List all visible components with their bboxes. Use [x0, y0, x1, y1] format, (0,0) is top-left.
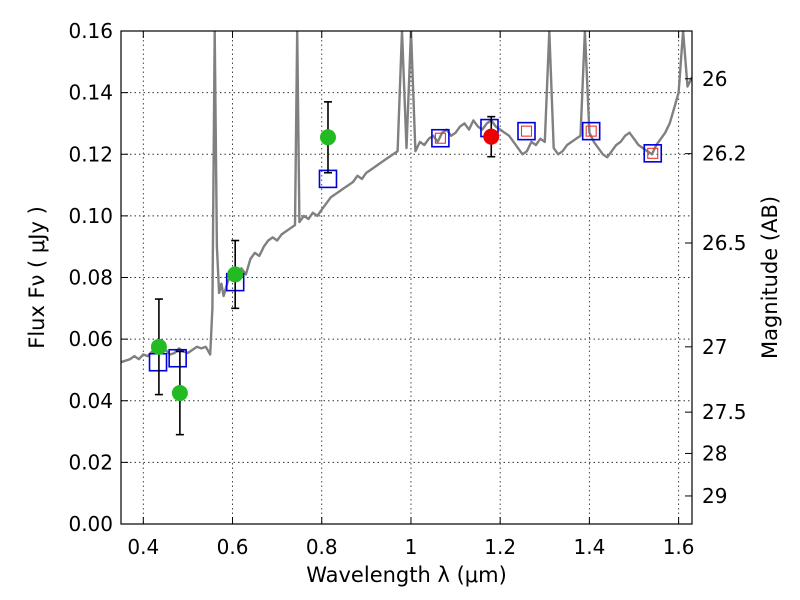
model-box-inner: [434, 132, 446, 144]
right-tick-label: 28: [702, 441, 727, 465]
y-tick-label: 0.08: [68, 266, 113, 290]
right-tick-label: 26.5: [702, 231, 747, 255]
model-box: [581, 121, 601, 141]
model-box: [168, 348, 187, 368]
right-tick-label: 27: [702, 335, 727, 359]
y-tick-label: 0.04: [68, 389, 113, 413]
y-tick-label: 0.02: [68, 450, 113, 474]
x-tick-label: 1.2: [484, 535, 516, 559]
model-box-inner: [647, 147, 659, 159]
photometry-point: [150, 338, 167, 355]
marks-layer: [148, 101, 663, 436]
model-box-inner: [585, 125, 597, 137]
x-tick-label: 1: [405, 535, 418, 559]
y-tick-label: 0.00: [68, 512, 113, 536]
right-tick-label: 27.5: [702, 400, 747, 424]
spectrum-line: [121, 31, 692, 364]
x-tick-label: 0.6: [217, 535, 249, 559]
y-tick-label: 0.10: [68, 204, 113, 228]
model-box: [431, 128, 450, 148]
right-tick-label: 29: [702, 484, 727, 508]
model-box: [517, 121, 536, 141]
photometry-point: [171, 385, 188, 402]
photometry-point: [319, 129, 336, 146]
right-tick-label: 26: [702, 67, 727, 91]
x-tick-label: 0.4: [127, 535, 159, 559]
y-tick-label: 0.14: [68, 81, 113, 105]
x-tick-label: 1.4: [573, 535, 605, 559]
photometry-point: [483, 128, 500, 145]
spectrum-layer: [121, 31, 692, 364]
y-tick-label: 0.16: [68, 19, 113, 43]
x-tick-label: 0.8: [306, 535, 338, 559]
x-axis-label: Wavelength λ (μm): [306, 563, 507, 587]
right-tick-label: 26.2: [702, 142, 747, 166]
y-axis-label: Flux Fν ( μJy ): [25, 206, 49, 349]
y-tick-label: 0.06: [68, 327, 113, 351]
model-box-inner: [520, 125, 533, 137]
photometry-point: [227, 266, 244, 283]
y-tick-label: 0.12: [68, 142, 113, 166]
y-axis-right-label: Magnitude (AB): [758, 196, 782, 359]
model-box: [643, 144, 663, 163]
x-tick-label: 1.6: [663, 535, 695, 559]
ticks-layer: 0.4 0.6 0.8 1 1.2 1.4 1.6 0.00 0.02 0.04 0.06 0.08 0…: [68, 19, 746, 559]
